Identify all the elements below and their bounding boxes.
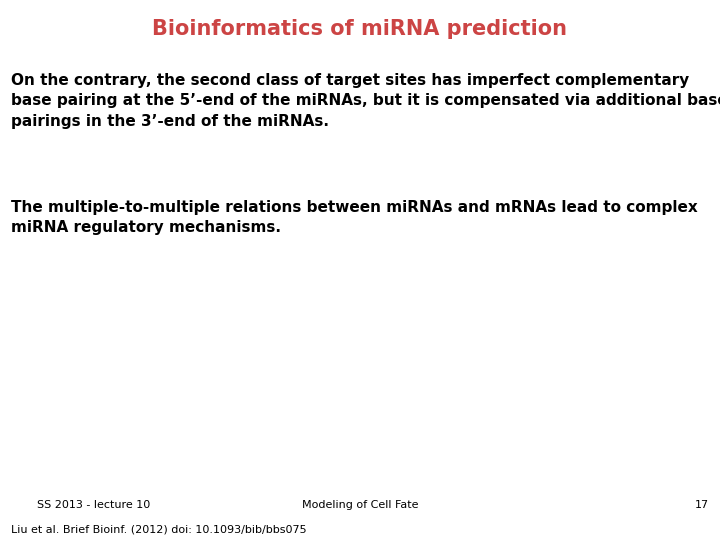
Text: On the contrary, the second class of target sites has imperfect complementary
ba: On the contrary, the second class of tar…: [11, 73, 720, 129]
Text: The multiple-to-multiple relations between miRNAs and mRNAs lead to complex
miRN: The multiple-to-multiple relations betwe…: [11, 200, 698, 235]
Text: Modeling of Cell Fate: Modeling of Cell Fate: [302, 500, 418, 510]
Text: SS 2013 - lecture 10: SS 2013 - lecture 10: [37, 500, 150, 510]
Text: 17: 17: [695, 500, 709, 510]
Text: Liu et al. Brief Bioinf. (2012) doi: 10.1093/bib/bbs075: Liu et al. Brief Bioinf. (2012) doi: 10.…: [11, 524, 307, 535]
Text: Bioinformatics of miRNA prediction: Bioinformatics of miRNA prediction: [153, 19, 567, 39]
